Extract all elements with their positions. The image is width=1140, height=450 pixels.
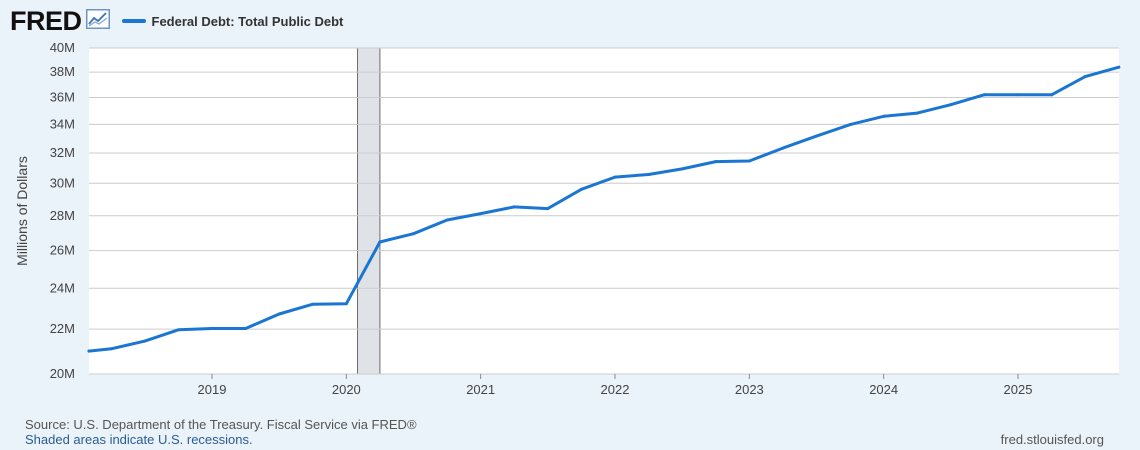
legend-label: Federal Debt: Total Public Debt <box>151 13 344 29</box>
chart-header: FRED Federal Debt: Total Public Debt <box>10 6 343 36</box>
data-point[interactable] <box>445 218 449 222</box>
legend: Federal Debt: Total Public Debt <box>121 13 344 29</box>
series-line[interactable] <box>87 65 1121 353</box>
plot-area <box>89 48 1119 374</box>
legend-swatch <box>121 19 146 23</box>
data-point[interactable] <box>982 93 986 97</box>
x-tick-label: 2024 <box>869 382 898 397</box>
x-tick-label: 2021 <box>466 382 495 397</box>
data-point[interactable] <box>1117 65 1121 69</box>
data-point[interactable] <box>512 205 516 209</box>
x-tick-label: 2019 <box>198 382 227 397</box>
recession-note[interactable]: Shaded areas indicate U.S. recessions. <box>25 432 253 447</box>
data-point[interactable] <box>244 327 248 331</box>
y-tick-label: 38M <box>50 64 75 79</box>
y-tick-label: 40M <box>50 40 75 55</box>
data-point[interactable] <box>915 111 919 115</box>
y-tick-label: 32M <box>50 145 75 160</box>
data-point[interactable] <box>109 347 113 351</box>
x-tick-label: 2022 <box>601 382 630 397</box>
footer: Source: U.S. Department of the Treasury.… <box>25 417 417 447</box>
site-url[interactable]: fred.stlouisfed.org <box>1000 432 1104 447</box>
data-point[interactable] <box>613 175 617 179</box>
data-point[interactable] <box>143 339 147 343</box>
y-tick-label: 34M <box>50 116 75 131</box>
data-point[interactable] <box>176 328 180 332</box>
y-axis-label: Millions of Dollars <box>14 156 30 266</box>
x-tick-label: 2025 <box>1004 382 1033 397</box>
y-tick-label: 22M <box>50 321 75 336</box>
data-point[interactable] <box>747 159 751 163</box>
data-point[interactable] <box>1050 93 1054 97</box>
y-tick-label: 30M <box>50 175 75 190</box>
y-tick-label: 28M <box>50 208 75 223</box>
y-tick-label: 20M <box>50 366 75 381</box>
data-point[interactable] <box>412 232 415 236</box>
data-point[interactable] <box>1083 75 1087 79</box>
y-tick-labels: 20M 22M 24M 26M 28M 30M 32M 34M 36M 38M 40M <box>50 40 75 381</box>
data-point[interactable] <box>882 114 886 118</box>
data-point[interactable] <box>479 212 483 216</box>
data-point[interactable] <box>714 160 718 164</box>
data-point[interactable] <box>815 134 818 138</box>
y-tick-label: 36M <box>50 90 75 105</box>
chart-line-icon <box>85 8 110 34</box>
data-point[interactable] <box>546 207 550 211</box>
series-layer <box>87 65 1121 353</box>
data-point[interactable] <box>647 172 651 176</box>
recession-band <box>357 47 381 375</box>
data-point[interactable] <box>210 327 214 331</box>
data-point[interactable] <box>680 167 684 171</box>
data-point[interactable] <box>87 349 91 353</box>
data-point[interactable] <box>1016 93 1020 97</box>
source-note: Source: U.S. Department of the Treasury.… <box>25 417 417 432</box>
x-tick-label: 2023 <box>735 382 764 397</box>
gridlines <box>89 47 1119 375</box>
y-tick-label: 26M <box>50 243 75 258</box>
data-point[interactable] <box>949 103 953 107</box>
x-tick-labels: 2019 2020 2021 2022 2023 2024 2025 <box>198 374 1033 397</box>
data-point[interactable] <box>277 312 281 316</box>
y-tick-label: 24M <box>50 280 75 295</box>
x-tick-label: 2020 <box>332 382 361 397</box>
data-point[interactable] <box>848 123 852 127</box>
data-point[interactable] <box>311 302 315 306</box>
data-point[interactable] <box>579 187 583 191</box>
data-point[interactable] <box>378 240 382 244</box>
data-point[interactable] <box>344 302 348 306</box>
fred-logo[interactable]: FRED <box>10 5 82 36</box>
recession-shading-group <box>357 47 381 375</box>
data-point[interactable] <box>781 146 785 150</box>
